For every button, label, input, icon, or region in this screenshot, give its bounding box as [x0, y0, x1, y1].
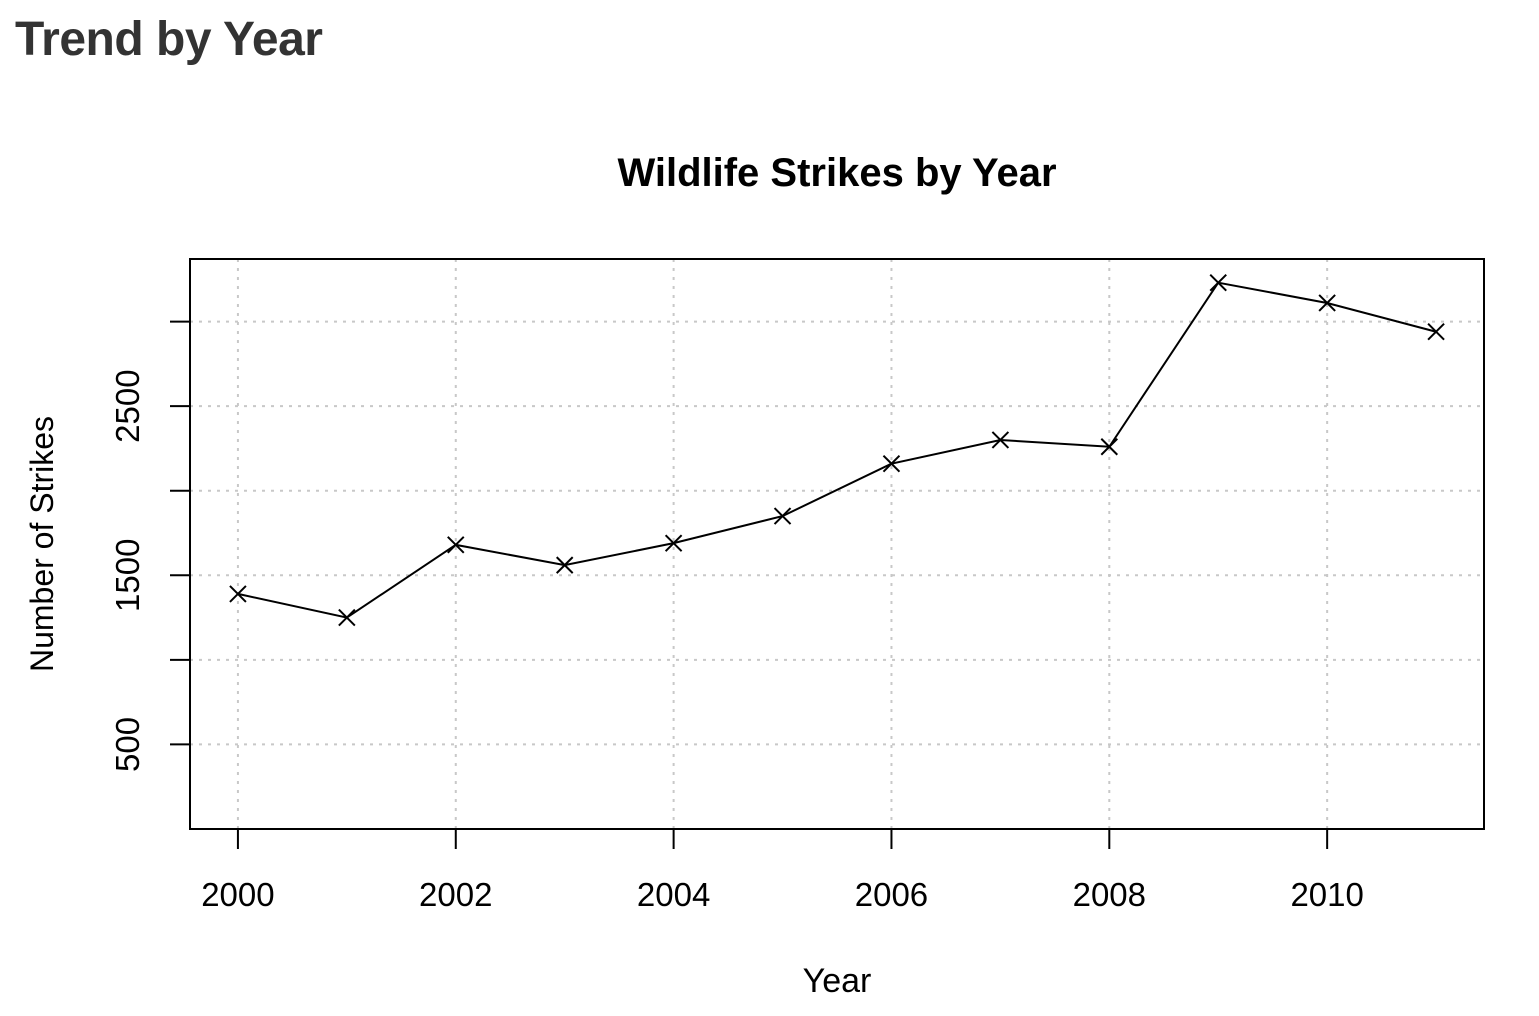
data-series [229, 273, 1445, 627]
data-point-marker [664, 534, 683, 552]
grid-lines [190, 259, 1484, 829]
data-point-marker [991, 431, 1010, 449]
marker-stroke [447, 536, 465, 554]
marker-stroke [1209, 273, 1227, 292]
marker-stroke [1427, 323, 1445, 341]
y-axis-label: Number of Strikes [24, 416, 60, 672]
marker-stroke [664, 534, 683, 552]
data-point-marker [1427, 323, 1445, 341]
x-tick-label: 2004 [637, 876, 710, 913]
y-tick-label: 1500 [109, 539, 146, 612]
x-tick-label: 2000 [201, 876, 274, 913]
data-point-marker [773, 507, 792, 525]
axes: 2000 2002 2004 2006 2008 2010 500 1500 2500 [109, 320, 1364, 913]
chart-title: Wildlife Strikes by Year [617, 151, 1056, 195]
x-axis-label: Year [803, 962, 872, 1000]
x-tick-label: 2010 [1290, 876, 1363, 913]
data-point-marker [338, 608, 356, 627]
data-point-marker [229, 585, 247, 603]
marker-stroke [882, 454, 901, 473]
marker-stroke [1318, 294, 1336, 312]
data-point-marker [1318, 294, 1336, 312]
marker-stroke [773, 507, 792, 525]
series-line [237, 281, 1437, 619]
marker-stroke [555, 556, 574, 574]
x-tick-label: 2002 [419, 876, 492, 913]
marker-stroke [229, 585, 247, 603]
marker-stroke [991, 431, 1010, 449]
data-point-marker [882, 454, 901, 473]
data-point-marker [1100, 438, 1119, 456]
data-point-marker [1209, 273, 1227, 292]
x-tick-label: 2008 [1073, 876, 1146, 913]
data-point-marker [555, 556, 574, 574]
y-tick-label: 2500 [109, 369, 146, 442]
marker-stroke [1100, 438, 1119, 456]
y-tick-label: 500 [109, 717, 146, 772]
data-point-marker [447, 536, 465, 554]
marker-stroke [338, 608, 356, 627]
page-heading: Trend by Year [15, 13, 323, 66]
x-tick-label: 2006 [855, 876, 928, 913]
